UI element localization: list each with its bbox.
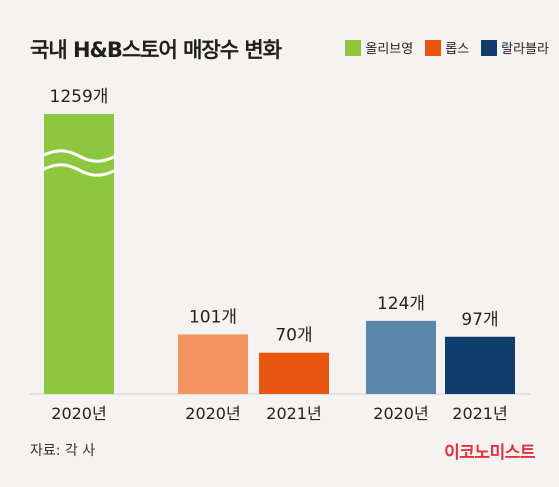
axis-break-line [41, 149, 117, 163]
x-tick-label: 2021년 [266, 404, 321, 423]
legend-swatch-lohbs [425, 39, 442, 56]
data-label: 1259개 [50, 87, 109, 107]
data-label: 97개 [461, 310, 498, 330]
x-tick-label: 2020년 [51, 404, 106, 423]
legend-item-lohbs: 롭스 [425, 38, 469, 57]
bar-1-0 [178, 334, 248, 394]
x-tick-label: 2021년 [452, 404, 507, 423]
x-tick-label: 2020년 [373, 404, 428, 423]
axis-break-line [41, 163, 117, 177]
x-tick-label: 2020년 [185, 404, 240, 423]
legend: 올리브영 롭스 랄라블라 [345, 38, 549, 57]
bar-2-0 [366, 320, 436, 394]
legend-label-lalavla: 랄라블라 [501, 42, 549, 57]
legend-item-lalavla: 랄라블라 [481, 38, 549, 57]
legend-label-oliveyoung: 올리브영 [365, 42, 414, 57]
legend-item-oliveyoung: 올리브영 [345, 38, 413, 57]
brand-logo: 이코노미스트 [444, 443, 535, 463]
data-label: 70개 [275, 326, 312, 346]
data-label: 124개 [377, 294, 425, 314]
legend-label-lohbs: 롭스 [445, 42, 470, 57]
bar-2-1 [445, 336, 515, 394]
bar-1-1 [259, 352, 329, 394]
source-note: 자료: 각 사 [30, 443, 96, 459]
legend-swatch-oliveyoung [345, 39, 362, 56]
chart-title: 국내 H&B스토어 매장수 변화 [30, 38, 282, 62]
data-label: 101개 [189, 307, 237, 327]
legend-swatch-lalavla [481, 39, 498, 56]
